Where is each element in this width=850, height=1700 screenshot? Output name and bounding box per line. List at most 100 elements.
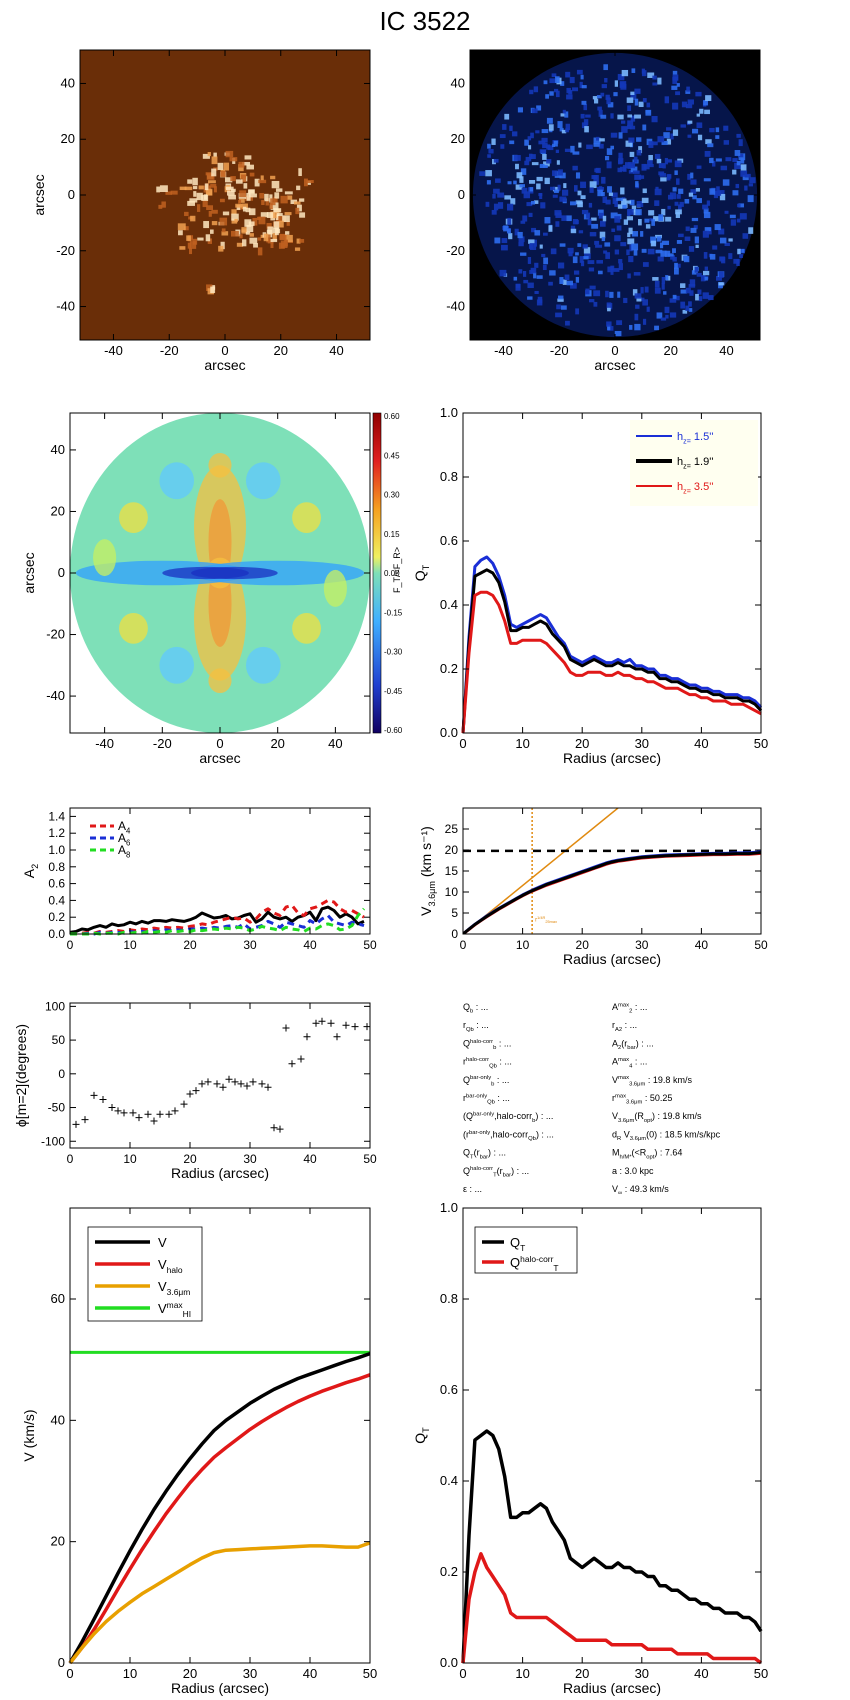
image-pixel [656, 158, 662, 164]
label-part: T [421, 564, 431, 570]
image-pixel [533, 200, 539, 204]
x-tick-label: 20 [664, 343, 678, 358]
image-pixel [715, 127, 720, 133]
y-tick-label: 25 [445, 822, 459, 836]
image-pixel [577, 201, 583, 208]
image-pixel [535, 130, 540, 134]
label-part: ) : ... [535, 1111, 553, 1121]
image-pixel [709, 188, 716, 195]
label-part: 2 [629, 1009, 632, 1015]
image-pixel [583, 119, 589, 126]
scatter-point [204, 1078, 212, 1086]
image-pixel [542, 232, 548, 236]
image-pixel [703, 208, 709, 214]
label-part: r [612, 1093, 615, 1103]
image-pixel [225, 186, 234, 191]
x-tick-label: -20 [160, 343, 179, 358]
image-pixel [527, 282, 534, 289]
image-pixel [487, 154, 491, 158]
image-pixel [593, 301, 598, 307]
x-tick-label: -40 [494, 343, 513, 358]
image-pixel [183, 226, 189, 231]
force-map-feature [119, 613, 148, 644]
image-pixel [636, 137, 642, 142]
label-part: V (km/s) [21, 1409, 37, 1461]
image-pixel [712, 245, 718, 250]
image-pixel [519, 184, 526, 188]
label-part: bar-only [469, 1130, 490, 1136]
image-pixel [688, 192, 694, 197]
image-pixel [561, 129, 567, 134]
image-pixel [161, 201, 166, 208]
colorbar-tick-label: 0.60 [384, 412, 400, 421]
label-part: r [463, 1093, 466, 1103]
image-pixel [664, 96, 670, 104]
image-pixel [643, 164, 650, 170]
image-pixel [705, 139, 712, 145]
image-pixel [674, 160, 682, 168]
label-part: A2 [615, 1027, 622, 1033]
label-part: : ... [497, 1057, 512, 1067]
image-pixel [557, 169, 563, 176]
image-pixel [530, 200, 536, 205]
image-pixel [715, 190, 722, 196]
image-pixel [543, 257, 549, 265]
label-part: ) : 7.64 [654, 1148, 682, 1158]
image-pixel [565, 123, 570, 131]
x-tick-label: 40 [303, 938, 317, 952]
image-pixel [507, 181, 512, 185]
image-pixel [616, 197, 623, 201]
image-pixel [510, 198, 516, 205]
image-pixel [246, 164, 254, 170]
image-pixel [240, 174, 247, 182]
label-part: ,halo-corr [494, 1111, 532, 1121]
image-pixel [706, 200, 710, 206]
image-pixel [616, 225, 622, 231]
image-pixel [605, 290, 609, 298]
image-pixel [648, 154, 653, 161]
image-pixel [220, 170, 226, 178]
image-pixel [561, 215, 567, 221]
image-pixel [515, 163, 519, 170]
image-pixel [648, 141, 654, 148]
image-pixel [662, 163, 666, 169]
image-pixel [524, 139, 529, 146]
image-pixel [654, 287, 661, 294]
image-pixel [485, 201, 490, 207]
image-pixel [607, 326, 614, 331]
image-pixel [570, 228, 577, 234]
parameter-left: Qbar-onlyb : ... [463, 1075, 509, 1088]
label-part: z= [683, 487, 691, 495]
image-pixel [522, 270, 527, 277]
y-tick-label: 20 [445, 843, 459, 857]
image-pixel [626, 97, 634, 103]
image-pixel [189, 198, 198, 203]
image-pixel [661, 208, 666, 216]
label-part: b [532, 1118, 535, 1124]
image-pixel [638, 218, 642, 226]
image-pixel [628, 137, 635, 143]
image-pixel [205, 188, 213, 196]
force-map-feature [159, 646, 195, 684]
image-pixel [543, 161, 550, 167]
image-panel-2: -40 -20 0 20 40 -40 -20 0 20 40 arcsec [446, 49, 761, 373]
label-part: * [629, 1154, 632, 1160]
image-pixel [231, 209, 237, 215]
parameter-right: a : 3.0 kpc [612, 1166, 654, 1176]
image-pixel [580, 181, 587, 189]
image-pixel [523, 191, 531, 199]
image-pixel [158, 204, 163, 209]
y-tick-label: 0.4 [440, 597, 458, 612]
scatter-point [318, 1017, 326, 1025]
image-pixel [740, 170, 748, 177]
y-tick-label: 60 [51, 1291, 65, 1306]
image-pixel [254, 178, 260, 187]
label-part: V [158, 1235, 167, 1250]
image-pixel [680, 283, 686, 288]
force-map-feature [245, 462, 281, 500]
image-pixel [223, 162, 230, 171]
image-pixel [613, 268, 620, 272]
image-pixel [705, 95, 712, 102]
image-pixel [242, 206, 247, 212]
image-pixel [566, 94, 573, 100]
